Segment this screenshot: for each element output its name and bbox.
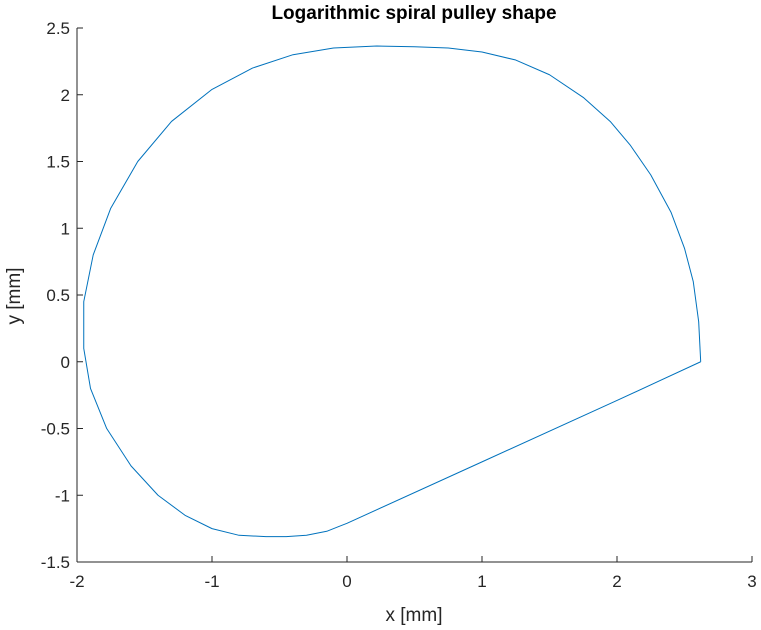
y-tick-label: -1 <box>55 486 70 505</box>
y-tick-label: -1.5 <box>41 553 70 572</box>
x-tick-label: 2 <box>612 572 621 591</box>
pulley-shape-line <box>83 45 702 538</box>
y-tick-label: 2 <box>61 86 70 105</box>
x-tick-label: -1 <box>204 572 219 591</box>
y-tick-label: -0.5 <box>41 420 70 439</box>
y-tick-label: 0.5 <box>46 286 70 305</box>
x-tick-label: 0 <box>342 572 351 591</box>
x-tick-label: -2 <box>69 572 84 591</box>
y-tick-label: 2.5 <box>46 19 70 38</box>
y-tick-label: 0 <box>61 353 70 372</box>
x-tick-label: 3 <box>747 572 756 591</box>
x-axis-label: x [mm] <box>386 605 443 626</box>
chart-title: Logarithmic spiral pulley shape <box>271 3 556 24</box>
y-tick-label: 1.5 <box>46 153 70 172</box>
y-tick-label: 1 <box>61 219 70 238</box>
x-tick-label: 1 <box>477 572 486 591</box>
y-axis-label: y [mm] <box>4 268 25 325</box>
plot-area: -2 -1 0 1 2 3 -1.5 -1 -0.5 0 0.5 1 1.5 2 2.5 <box>41 19 757 591</box>
